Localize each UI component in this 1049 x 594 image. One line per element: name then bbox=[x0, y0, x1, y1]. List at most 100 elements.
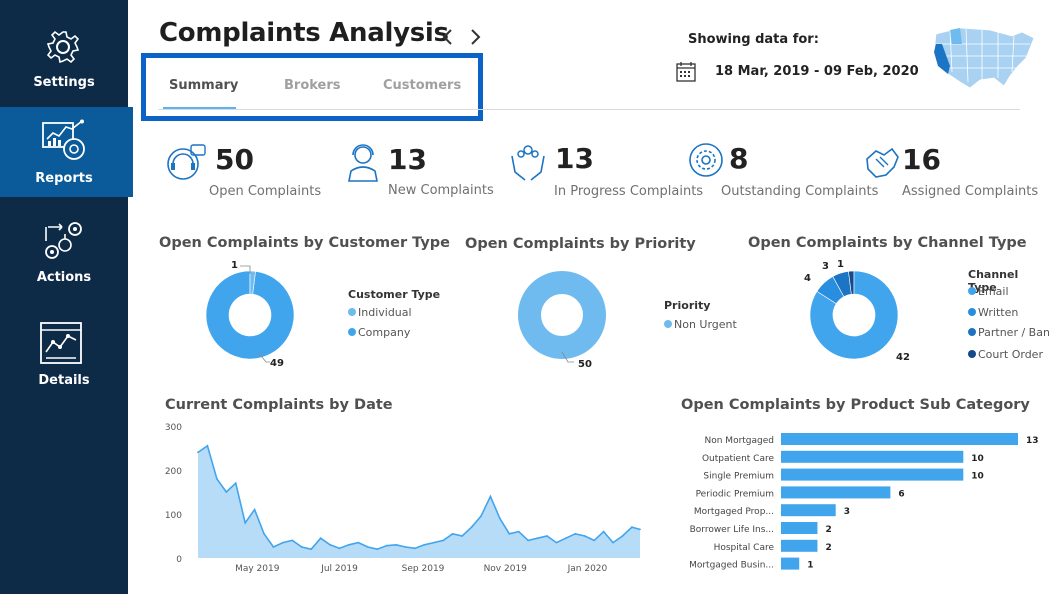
series-line[interactable] bbox=[197, 444, 641, 551]
donut-channel-type[interactable] bbox=[804, 258, 904, 373]
data-point[interactable] bbox=[357, 541, 360, 544]
data-point[interactable] bbox=[281, 541, 284, 544]
data-point[interactable] bbox=[423, 543, 426, 546]
legend-item-court-order[interactable]: Court Order bbox=[968, 348, 1043, 361]
data-point[interactable] bbox=[376, 548, 379, 551]
sidebar-item-details[interactable]: Details bbox=[0, 318, 128, 398]
sidebar-item-settings[interactable]: Settings bbox=[0, 20, 128, 100]
data-point[interactable] bbox=[206, 444, 209, 447]
data-point[interactable] bbox=[480, 515, 482, 518]
legend-item-non-urgent[interactable]: Non Urgent bbox=[664, 318, 737, 331]
data-point[interactable] bbox=[385, 544, 388, 547]
prev-page-button[interactable] bbox=[441, 28, 453, 51]
bar[interactable] bbox=[781, 539, 818, 552]
data-point[interactable] bbox=[432, 541, 435, 544]
data-point[interactable] bbox=[348, 543, 350, 546]
donut-slice-email[interactable] bbox=[809, 270, 899, 360]
data-point[interactable] bbox=[366, 546, 369, 548]
data-point[interactable] bbox=[395, 543, 397, 546]
bar[interactable] bbox=[781, 486, 891, 499]
data-point[interactable] bbox=[329, 543, 331, 546]
next-page-button[interactable] bbox=[470, 28, 482, 51]
area-chart-by-date[interactable]: 300 200 100 0 May 2019 Jul 2019 Sep 2019 Nov 20… bbox=[160, 418, 650, 578]
bar-value-label: 6 bbox=[898, 489, 904, 499]
legend-item-partner-bank[interactable]: Partner / Bank bbox=[968, 326, 1049, 339]
sidebar-item-reports[interactable]: Reports bbox=[0, 107, 133, 197]
data-point[interactable] bbox=[602, 530, 605, 533]
usa-map-icon[interactable] bbox=[930, 22, 1040, 92]
data-point[interactable] bbox=[470, 526, 473, 529]
bar-value-label: 13 bbox=[1026, 436, 1039, 446]
kpi-outstanding-value: 8 bbox=[729, 142, 749, 175]
data-point[interactable] bbox=[508, 532, 511, 535]
legend-item-company[interactable]: Company bbox=[348, 326, 410, 339]
donut-customer-type[interactable] bbox=[200, 258, 300, 373]
x-tick-label: Sep 2019 bbox=[402, 564, 445, 574]
legend-label: Written bbox=[978, 306, 1019, 319]
legend-item-email[interactable]: Email bbox=[968, 285, 1009, 298]
data-point[interactable] bbox=[414, 547, 416, 550]
sidebar-item-actions[interactable]: Actions bbox=[0, 215, 128, 295]
bar[interactable] bbox=[781, 433, 1018, 445]
donut-priority[interactable] bbox=[512, 258, 612, 373]
data-point[interactable] bbox=[593, 539, 596, 542]
data-point[interactable] bbox=[517, 530, 520, 533]
data-point[interactable] bbox=[263, 532, 265, 535]
data-point[interactable] bbox=[574, 532, 577, 535]
data-point[interactable] bbox=[253, 508, 256, 511]
donut-slice-company[interactable] bbox=[205, 270, 295, 360]
data-point[interactable] bbox=[451, 532, 454, 535]
data-point[interactable] bbox=[612, 541, 614, 544]
data-point[interactable] bbox=[234, 482, 237, 485]
data-point[interactable] bbox=[564, 537, 567, 540]
page-title: Complaints Analysis bbox=[159, 18, 449, 48]
data-point[interactable] bbox=[244, 521, 247, 524]
bar[interactable] bbox=[781, 522, 818, 534]
bar[interactable] bbox=[781, 557, 800, 570]
bar-category-label: Hospital Care bbox=[714, 543, 775, 553]
tab-customers[interactable]: Customers bbox=[383, 78, 462, 93]
data-point[interactable] bbox=[621, 535, 624, 537]
data-point[interactable] bbox=[546, 535, 548, 537]
bar[interactable] bbox=[781, 504, 836, 517]
gear-circle-icon bbox=[689, 143, 723, 177]
donut-slice-individual[interactable] bbox=[249, 270, 256, 295]
data-point[interactable] bbox=[498, 517, 501, 520]
legend-item-written[interactable]: Written bbox=[968, 306, 1018, 319]
data-point[interactable] bbox=[631, 526, 633, 529]
kpi-new-value: 13 bbox=[388, 143, 427, 176]
data-point[interactable] bbox=[310, 548, 313, 551]
legend-item-individual[interactable]: Individual bbox=[348, 306, 412, 319]
calendar-icon[interactable] bbox=[676, 61, 696, 83]
bar-value-label: 10 bbox=[971, 454, 984, 464]
data-point[interactable] bbox=[291, 539, 294, 542]
legend-swatch bbox=[968, 287, 976, 295]
data-point[interactable] bbox=[527, 539, 530, 542]
data-point[interactable] bbox=[300, 546, 303, 548]
chevron-right-icon bbox=[471, 29, 481, 45]
data-point[interactable] bbox=[461, 535, 464, 537]
data-point[interactable] bbox=[442, 539, 445, 542]
data-point[interactable] bbox=[404, 546, 407, 548]
data-point[interactable] bbox=[489, 495, 492, 498]
bar[interactable] bbox=[781, 468, 964, 481]
data-point[interactable] bbox=[215, 477, 218, 480]
data-point[interactable] bbox=[583, 535, 586, 537]
data-point[interactable] bbox=[555, 541, 558, 544]
data-point[interactable] bbox=[272, 546, 275, 548]
bar-value-label: 2 bbox=[825, 525, 831, 535]
bar[interactable] bbox=[781, 450, 964, 463]
data-point[interactable] bbox=[338, 547, 341, 550]
data-point[interactable] bbox=[639, 528, 641, 531]
bar-category-label: Mortgaged Busin... bbox=[689, 561, 774, 571]
data-point[interactable] bbox=[225, 491, 228, 493]
tab-brokers[interactable]: Brokers bbox=[284, 78, 341, 93]
data-point[interactable] bbox=[197, 451, 199, 454]
donut-slice-non-urgent[interactable] bbox=[518, 271, 606, 359]
tab-summary[interactable]: Summary bbox=[169, 78, 239, 93]
data-point[interactable] bbox=[319, 537, 322, 540]
date-range-value[interactable]: 18 Mar, 2019 - 09 Feb, 2020 bbox=[715, 64, 919, 79]
data-point[interactable] bbox=[536, 537, 539, 540]
